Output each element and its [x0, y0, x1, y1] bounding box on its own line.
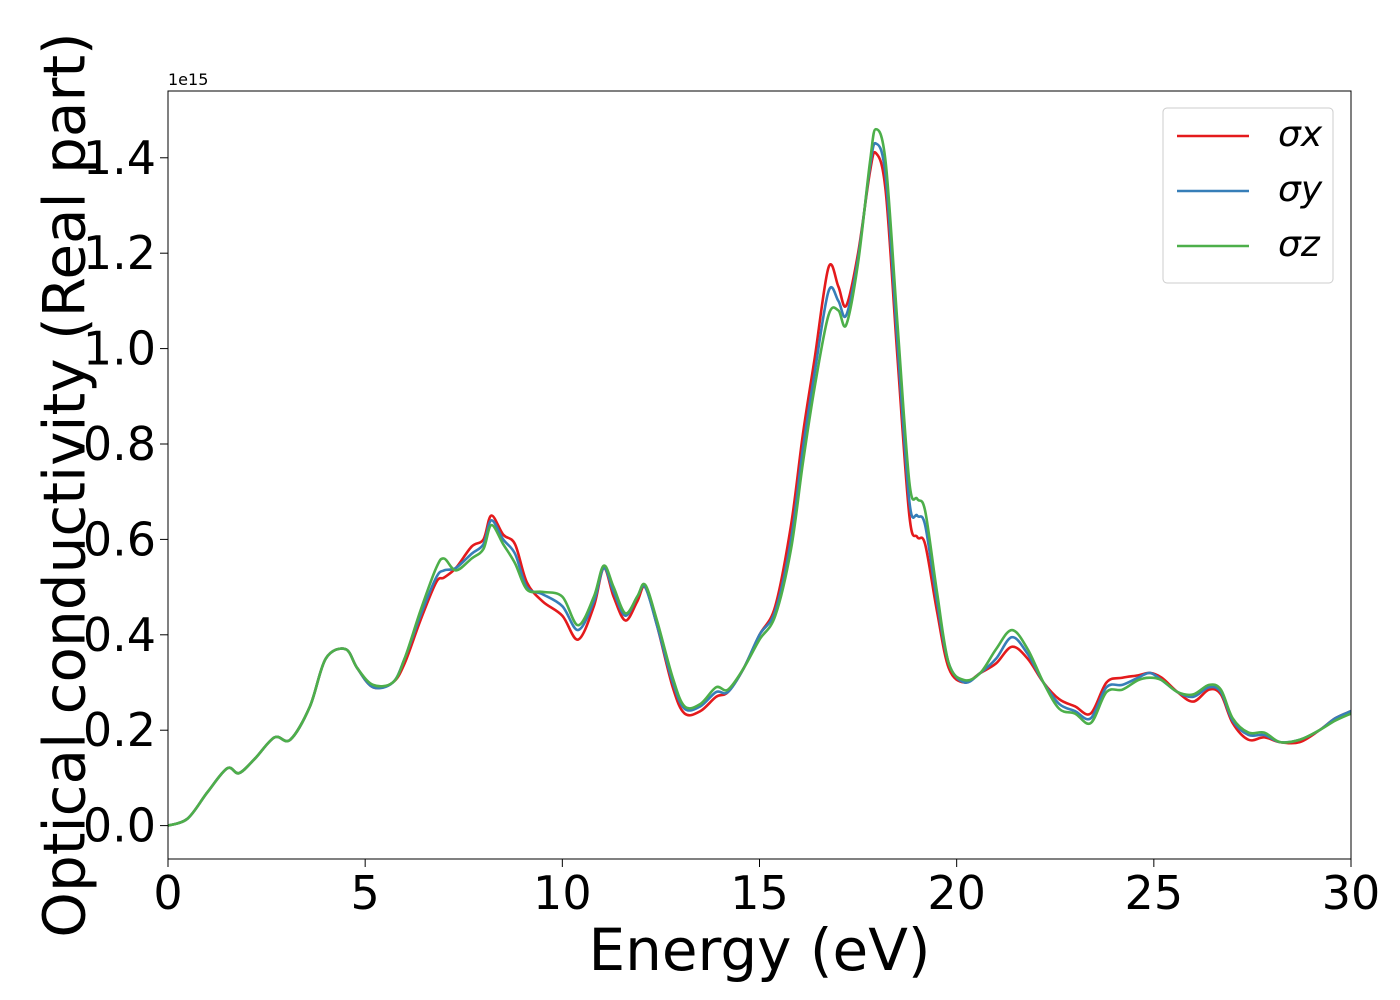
x-tick-label: 0: [153, 866, 182, 920]
y-tick-label: 0.8: [83, 417, 156, 471]
x-axis-label: Energy (eV): [588, 916, 930, 984]
y-tick-label: 0.0: [83, 799, 156, 853]
y-axis-label: Optical conductivity (Real part): [30, 32, 98, 937]
x-tick-label: 15: [730, 866, 789, 920]
y-tick-label: 1.0: [83, 322, 156, 376]
x-tick-label: 30: [1322, 866, 1381, 920]
y-tick-label: 1.2: [83, 226, 156, 280]
series-layer: [167, 127, 1352, 827]
x-tick-label: 10: [533, 866, 592, 920]
y-tick-label: 0.6: [83, 512, 156, 566]
y-axis: 0.0 0.2 0.4 0.6 0.8 1.0 1.2 1.4: [83, 131, 168, 853]
legend: σx σy σz: [1162, 107, 1334, 284]
x-tick-label: 20: [927, 866, 986, 920]
series-line-3: [167, 127, 1352, 827]
y-tick-label: 0.4: [83, 608, 156, 662]
y-tick-label: 1.4: [83, 131, 156, 185]
x-tick-label: 25: [1125, 866, 1184, 920]
legend-label: σx: [1278, 114, 1323, 155]
legend-label: σz: [1278, 224, 1321, 265]
x-tick-label: 5: [351, 866, 380, 920]
x-axis: 0 5 10 15 20 25 30: [153, 859, 1380, 920]
y-axis-offset-label: 1e15: [168, 70, 208, 89]
y-tick-label: 0.2: [83, 703, 156, 757]
legend-box: [1162, 107, 1334, 284]
series-line-1: [167, 150, 1352, 827]
legend-label: σy: [1278, 169, 1323, 210]
